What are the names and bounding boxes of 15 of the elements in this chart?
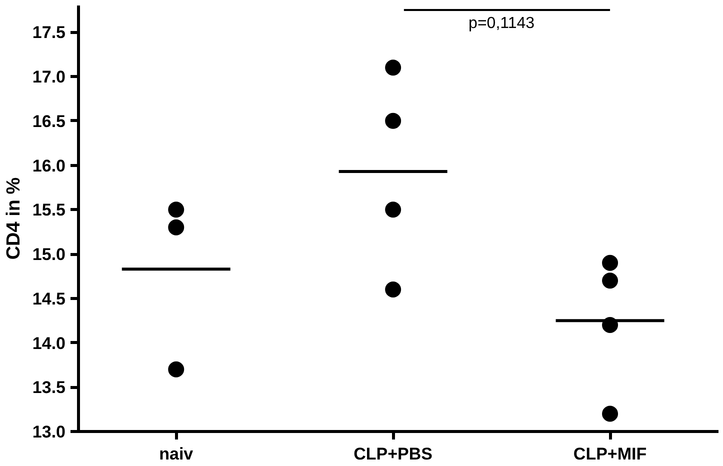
y-tick-label: 16.0 [32,156,66,176]
y-tick-label: 14.5 [32,289,66,308]
y-tick-label: 15.0 [32,245,66,264]
y-tick-label: 13.0 [32,422,66,442]
y-tick-label: 14.0 [32,334,66,353]
y-axis-title: CD4 in % [3,177,24,260]
annotation: p=0,1143 [468,14,535,32]
y-tick-label: 17.5 [32,23,66,42]
y-tick-label: 16.5 [32,112,66,131]
x-tick-label: naiv [159,444,194,464]
x-tick-label: CLP+PBS [354,444,433,464]
y-tick-label: 15.5 [32,200,66,220]
y-tick-label: 17.0 [32,68,66,86]
y-tick-label: 13.5 [32,378,66,398]
x-tick-label: CLP+MIF [573,444,647,464]
